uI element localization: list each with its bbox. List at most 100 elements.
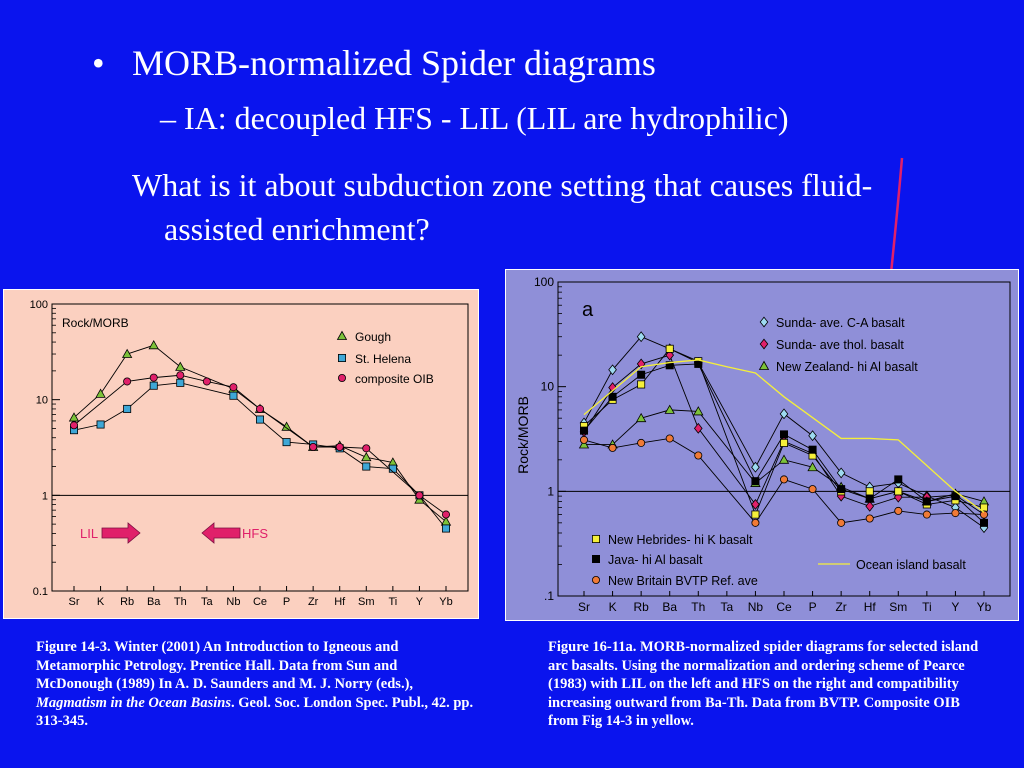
annotation-label: LIL (80, 526, 98, 541)
data-point (362, 444, 371, 453)
data-point (893, 491, 903, 503)
data-point (693, 406, 704, 416)
x-tick-label: Th (691, 600, 705, 614)
legend-entry-st-helena: St. Helena (337, 352, 411, 366)
data-point (635, 412, 647, 423)
x-tick-label: Rb (633, 600, 649, 614)
annotation-label: HFS (242, 526, 268, 541)
x-tick-label: Hf (864, 600, 877, 614)
data-point (665, 361, 674, 370)
data-point (608, 443, 617, 452)
series-line (583, 363, 985, 524)
data-point (362, 462, 371, 471)
x-tick-label: P (809, 600, 817, 614)
y-tick-label: .1 (544, 589, 554, 603)
legend-swatch (337, 354, 346, 363)
data-point (865, 514, 874, 523)
data-point (751, 518, 760, 527)
chart-background (4, 290, 478, 618)
data-point (415, 491, 424, 500)
x-tick-label: Nb (226, 596, 240, 608)
annotation-lil: LIL (80, 522, 141, 544)
data-point (580, 435, 589, 444)
left-arrow-icon (201, 522, 241, 544)
y-tick-label: 100 (534, 275, 554, 289)
data-point (751, 510, 760, 519)
legend-entry-sunda-ave-c-a-basalt: Sunda- ave. C-A basalt (759, 316, 905, 330)
x-tick-label: Rb (120, 596, 134, 608)
legend-label: St. Helena (355, 352, 411, 366)
data-point (608, 382, 617, 394)
data-point (951, 492, 960, 501)
x-tick-label: Y (416, 596, 424, 608)
data-point (665, 434, 674, 443)
x-tick-label: Y (951, 600, 959, 614)
y-axis-label: Rock/MORB (62, 316, 129, 330)
data-point (123, 377, 132, 386)
data-point (309, 443, 318, 452)
legend-swatch (336, 330, 348, 340)
data-point (979, 518, 988, 527)
data-point (361, 451, 372, 462)
data-point (282, 438, 291, 447)
data-point (894, 487, 903, 496)
data-point (694, 451, 703, 460)
chart-background (506, 270, 1018, 620)
y-axis-label: Rock/MORB (515, 396, 531, 474)
legend-swatch (758, 360, 770, 370)
data-point (865, 500, 875, 512)
data-point (175, 361, 186, 371)
data-point (865, 487, 874, 496)
y-tick-label: 0.1 (33, 586, 48, 598)
x-tick-label: Ti (388, 596, 397, 608)
data-point (229, 391, 238, 400)
chart-island-arc-spider: 100 10 1 .1 Sr K Rb Ba Th Ta Nb Ce P Zr Hf Sm Ti Y Yb Rock/… (505, 269, 1019, 621)
data-point (778, 454, 790, 464)
legend-swatch (337, 374, 346, 383)
data-point (202, 377, 211, 386)
data-point (123, 404, 132, 413)
caption-left-text: Figure 14-3. Winter (2001) An Introducti… (36, 639, 414, 693)
data-point (751, 498, 760, 510)
x-tick-label: Ce (253, 596, 267, 608)
data-point (441, 524, 450, 533)
caption-left-italic: Magmatism in the Ocean Basins (36, 694, 231, 711)
legend-entry-new-zealand-hi-al-basalt: New Zealand- hi Al basalt (758, 360, 918, 374)
data-point (441, 510, 450, 519)
series-new-britain-bvtp-ref-ave (580, 434, 988, 527)
caption-left-tail: . Geol. Soc. London Spec. Publ., 42. pp.… (36, 694, 474, 730)
data-point (95, 388, 106, 398)
legend-label: Sunda- ave. C-A basalt (776, 316, 905, 330)
data-point (335, 443, 344, 452)
legend-label: Ocean island basalt (856, 558, 966, 572)
right-arrow-icon (101, 522, 141, 544)
legend-label: composite OIB (355, 372, 434, 386)
data-point (578, 439, 590, 449)
data-point (255, 404, 264, 413)
data-point (779, 408, 789, 420)
data-point (865, 494, 874, 503)
data-point (894, 506, 903, 515)
data-point (836, 467, 846, 479)
data-point (636, 331, 646, 343)
annotation-hfs: HFS (201, 522, 268, 544)
series-composite-oib (70, 371, 450, 519)
x-tick-label: Yb (977, 600, 992, 614)
data-point (665, 344, 674, 353)
legend-swatch (592, 534, 601, 543)
series-line (73, 344, 447, 523)
chart-oib-spider: 100 10 1 0.1 Sr K Rb Ba Th Ta Nb Ce P Zr Hf Sm Ti Y Yb Rock… (3, 289, 479, 619)
legend-swatch (592, 575, 601, 584)
caption-right: Figure 16-11a. MORB-normalized spider di… (548, 638, 988, 731)
legend-swatch (759, 338, 769, 350)
data-point (580, 426, 589, 435)
data-point (837, 518, 846, 527)
x-tick-label: Hf (334, 596, 346, 608)
data-point (229, 383, 238, 392)
legend-swatch (592, 554, 601, 563)
slide-heading: MORB-normalized Spider diagrams (132, 43, 656, 83)
data-point (149, 381, 158, 390)
data-point (68, 412, 80, 422)
data-point (637, 380, 646, 389)
x-tick-label: Sr (69, 596, 80, 608)
